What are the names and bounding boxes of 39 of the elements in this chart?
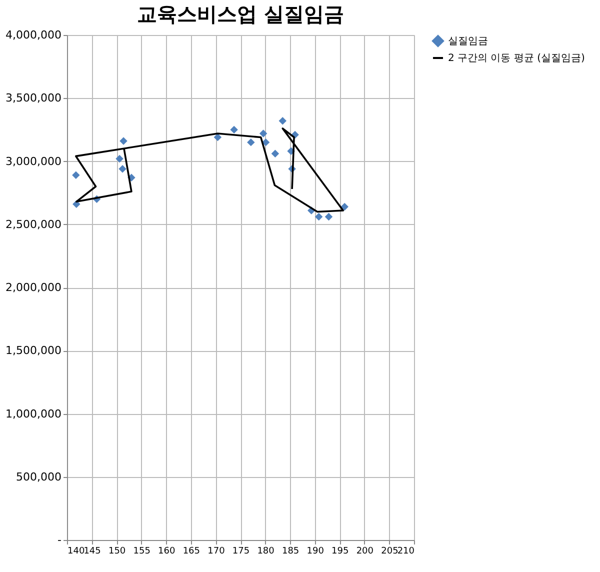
- x-tick-label: 155: [133, 546, 150, 556]
- point: [118, 164, 126, 173]
- legend-label: 실질임금: [448, 36, 488, 47]
- x-tick-label: 145: [84, 546, 101, 556]
- y-tick-label: 1,000,000: [6, 407, 62, 420]
- y-tick-label: 2,000,000: [6, 281, 62, 294]
- point: [340, 202, 348, 211]
- point: [116, 154, 124, 163]
- y-tick-label: 4,000,000: [6, 28, 62, 42]
- x-tick-label: 175: [232, 546, 250, 556]
- point: [230, 126, 238, 134]
- x-tick-label: 140: [68, 546, 85, 556]
- x-tick-label: 150: [108, 546, 126, 556]
- x-tick-label: 185: [282, 546, 300, 556]
- chart-title: 교육스비스업 실질임금: [137, 2, 344, 26]
- point: [278, 116, 287, 125]
- x-tick-label: 180: [257, 546, 275, 556]
- point: [324, 212, 333, 221]
- x-tick-label: 170: [208, 546, 226, 556]
- y-tick-label: 2,500,000: [6, 218, 62, 231]
- legend-label: 2 구간의 이동 평균 (실질임금): [448, 53, 585, 64]
- x-tick-label: 190: [306, 546, 324, 556]
- y-tick-label: 3,000,000: [6, 154, 62, 168]
- point: [120, 137, 128, 145]
- point: [72, 171, 80, 180]
- x-tick-label: 195: [332, 546, 349, 556]
- x-tick-label: 200: [356, 546, 374, 556]
- y-tick-label: 3,500,000: [6, 92, 62, 105]
- point: [259, 130, 268, 138]
- x-tick-label: 160: [158, 546, 176, 556]
- point: [314, 212, 323, 221]
- y-tick-label: 1,500,000: [6, 344, 62, 358]
- point: [247, 138, 255, 146]
- x-tick-label: 165: [182, 546, 200, 556]
- x-tick-label: 205: [381, 546, 398, 556]
- y-tick-label: -: [58, 534, 62, 546]
- point: [271, 150, 280, 158]
- x-tick-label: 210: [397, 546, 415, 556]
- y-tick-label: 500,000: [16, 470, 62, 484]
